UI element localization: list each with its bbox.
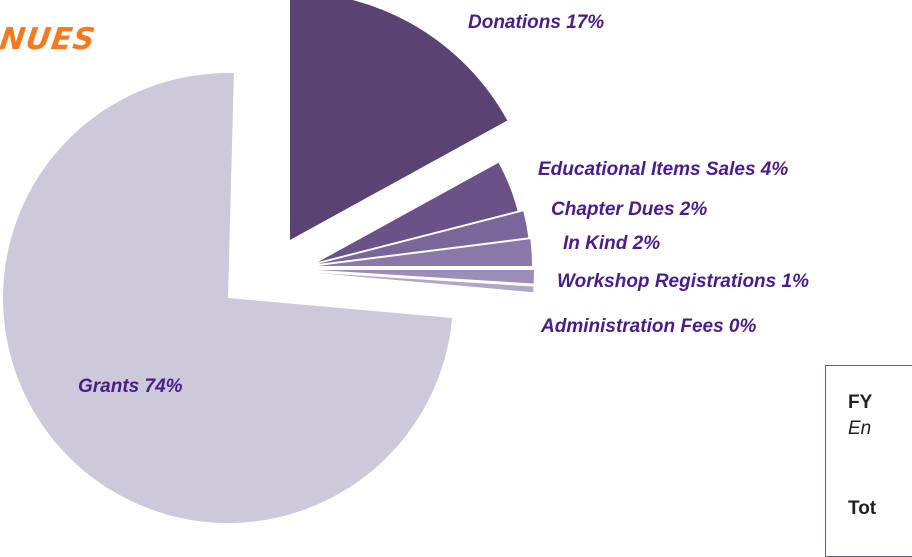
summary-total: Tot	[848, 498, 877, 519]
slice-label-4: Workshop Registrations 1%	[557, 271, 809, 292]
pie-slice-3	[318, 239, 532, 266]
pie-slice-6	[3, 73, 453, 524]
slice-label-0: Donations 17%	[468, 12, 604, 33]
slice-label-1: Educational Items Sales 4%	[538, 159, 788, 180]
slice-label-5: Administration Fees 0%	[540, 316, 756, 337]
pie-chart: Donations 17% Educational Items Sales 4% C…	[3, 0, 809, 524]
pie-slice-2	[318, 211, 529, 264]
pie-slice-5	[318, 273, 534, 293]
summary-ending: En	[848, 418, 872, 439]
pie-slice-4	[318, 270, 534, 284]
slice-label-6: Grants 74%	[78, 376, 183, 397]
slice-label-2: Chapter Dues 2%	[551, 199, 707, 220]
slice-label-3: In Kind 2%	[563, 233, 660, 254]
summary-box: FY En Tot	[825, 365, 912, 557]
summary-fiscal-year: FY	[848, 392, 873, 413]
pie-slice-0	[290, 0, 508, 240]
pie-slice-1	[318, 162, 518, 262]
